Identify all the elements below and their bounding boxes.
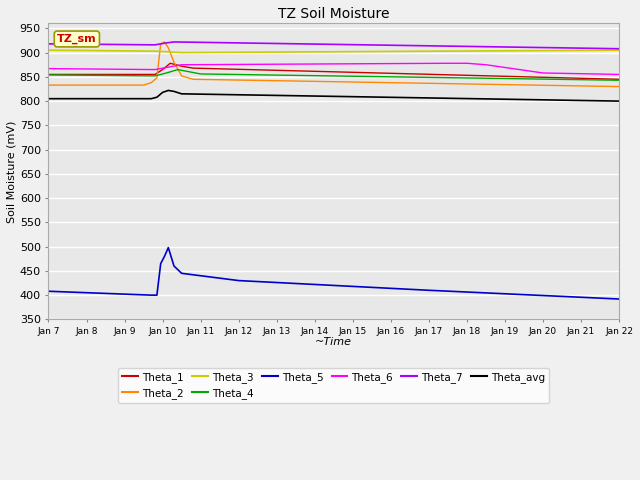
- X-axis label: ~Time: ~Time: [316, 337, 352, 348]
- Legend: Theta_1, Theta_2, Theta_3, Theta_4, Theta_5, Theta_6, Theta_7, Theta_avg: Theta_1, Theta_2, Theta_3, Theta_4, Thet…: [118, 368, 549, 403]
- Title: TZ Soil Moisture: TZ Soil Moisture: [278, 7, 390, 21]
- Y-axis label: Soil Moisture (mV): Soil Moisture (mV): [7, 120, 17, 223]
- Text: TZ_sm: TZ_sm: [57, 34, 97, 44]
